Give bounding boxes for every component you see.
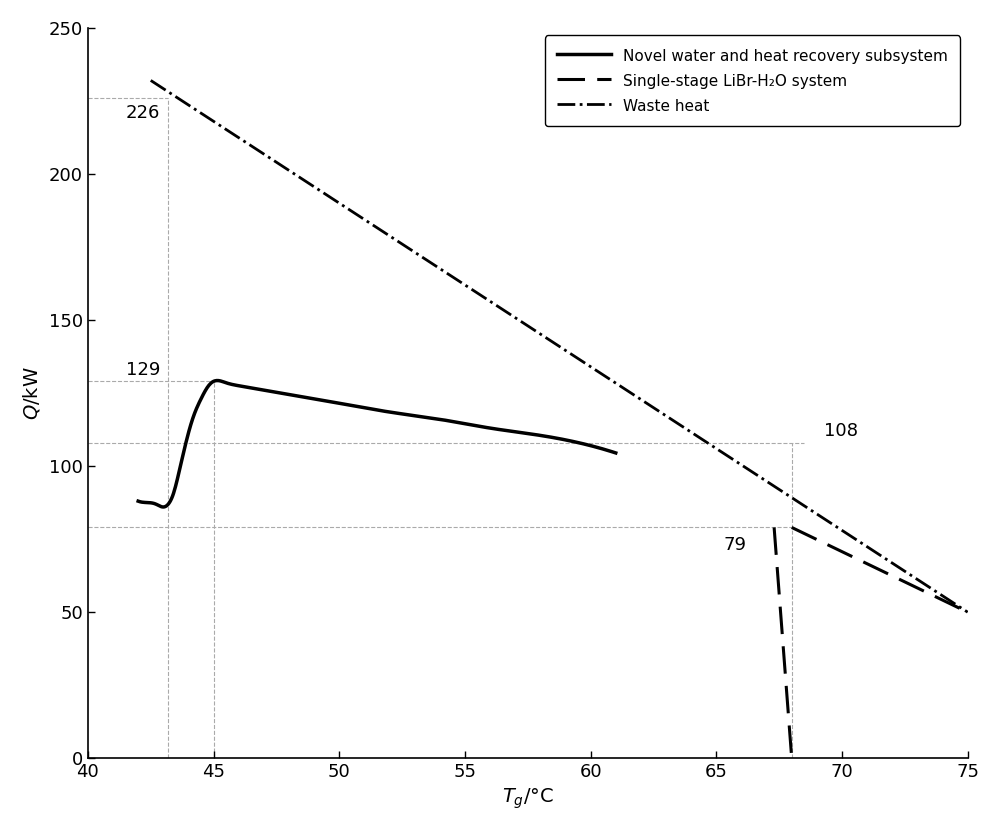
Single-stage LiBr-H₂O system — [807, 532, 819, 542]
Single-stage LiBr-H₂O system — [768, 522, 780, 532]
Single-stage LiBr-H₂O system — [952, 602, 964, 612]
X-axis label: $T_g$/°C: $T_g$/°C — [502, 787, 554, 811]
Line: Novel water and heat recovery subsystem: Novel water and heat recovery subsystem — [138, 380, 616, 507]
Waste heat — [628, 390, 640, 400]
Text: 108: 108 — [824, 422, 858, 440]
Novel water and heat recovery subsystem — [600, 445, 612, 455]
Single-stage LiBr-H₂O system — [775, 619, 787, 629]
Y-axis label: $Q$/kW: $Q$/kW — [21, 366, 42, 420]
Waste heat — [147, 77, 159, 87]
Single-stage LiBr-H₂O system — [769, 540, 781, 550]
Text: 129: 129 — [126, 360, 160, 379]
Legend: Novel water and heat recovery subsystem, Single-stage LiBr-H₂O system, Waste hea: Novel water and heat recovery subsystem,… — [545, 36, 960, 126]
Waste heat — [885, 557, 897, 567]
Novel water and heat recovery subsystem — [418, 412, 430, 422]
Single-stage LiBr-H₂O system — [950, 602, 962, 612]
Novel water and heat recovery subsystem — [610, 448, 622, 458]
Novel water and heat recovery subsystem — [392, 409, 404, 418]
Novel water and heat recovery subsystem — [132, 496, 144, 506]
Novel water and heat recovery subsystem — [157, 502, 169, 512]
Waste heat — [145, 76, 157, 86]
Waste heat — [833, 523, 845, 533]
Novel water and heat recovery subsystem — [212, 375, 224, 385]
Waste heat — [645, 401, 657, 411]
Novel water and heat recovery subsystem — [361, 404, 373, 414]
Novel water and heat recovery subsystem — [364, 404, 376, 414]
Waste heat — [631, 392, 643, 402]
Novel water and heat recovery subsystem — [526, 429, 538, 439]
Text: 79: 79 — [724, 536, 747, 554]
Waste heat — [962, 607, 974, 617]
Line: Waste heat: Waste heat — [151, 81, 968, 612]
Text: 226: 226 — [126, 103, 160, 121]
Single-stage LiBr-H₂O system — [962, 607, 974, 617]
Line: Single-stage LiBr-H₂O system: Single-stage LiBr-H₂O system — [774, 527, 968, 758]
Single-stage LiBr-H₂O system — [940, 597, 952, 607]
